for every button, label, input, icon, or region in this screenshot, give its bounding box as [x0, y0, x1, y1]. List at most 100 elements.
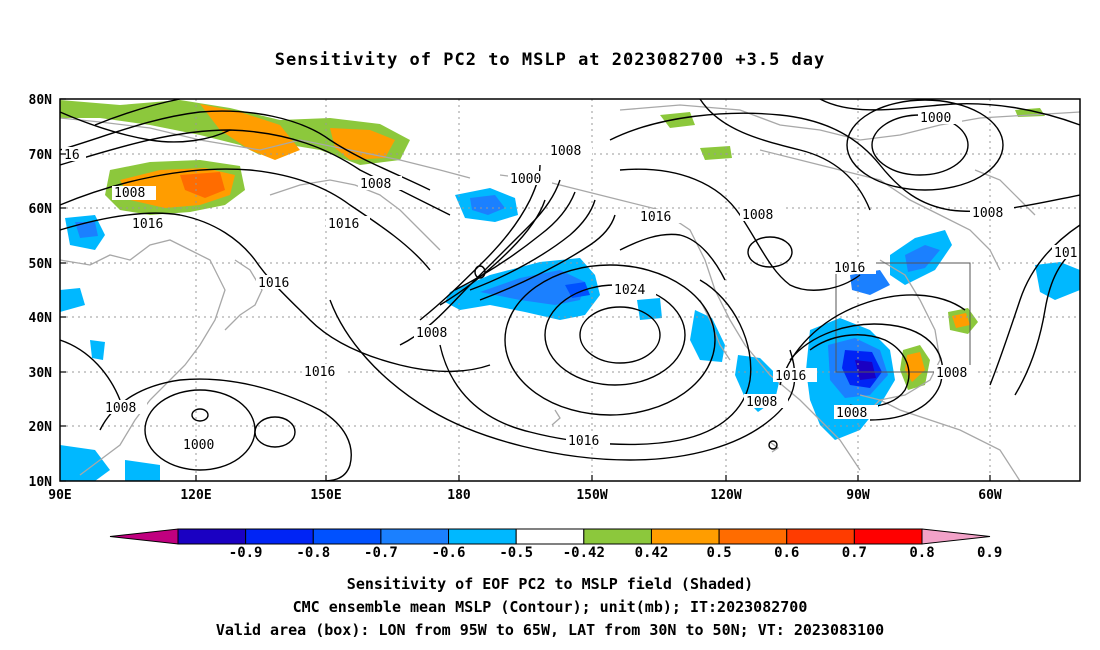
colorbar-label: 0.9	[977, 545, 1002, 561]
lat-label: 80N	[29, 93, 53, 108]
lon-label: 150W	[576, 488, 607, 503]
colorbar-swatch	[245, 528, 314, 545]
lon-label: 60W	[978, 488, 1002, 503]
lon-label: 150E	[310, 488, 341, 503]
contour-label: 101	[1054, 246, 1077, 261]
negative-region	[637, 298, 662, 320]
colorbar-swatch	[853, 528, 923, 545]
positive-region	[905, 352, 925, 382]
colorbar-label: 0.6	[774, 545, 799, 561]
axis-ticks	[60, 98, 991, 482]
map-frame	[59, 98, 1081, 482]
colorbar	[109, 528, 991, 545]
lat-label: 10N	[29, 475, 53, 490]
colorbar-label: 0.5	[706, 545, 731, 561]
colorbar-label: -0.6	[432, 545, 466, 561]
contour-label: 1008	[972, 206, 1003, 221]
colorbar-label: -0.9	[229, 545, 263, 561]
contour-label: 1000	[920, 111, 951, 126]
contour-label: 1008	[114, 186, 145, 201]
lon-label: 120E	[180, 488, 211, 503]
lon-label: 90W	[846, 488, 870, 503]
lon-label: 90E	[48, 488, 71, 503]
caption-valid-area: Valid area (box): LON from 95W to 65W, L…	[215, 621, 885, 639]
colorbar-label: 0.42	[635, 545, 669, 561]
lat-label: 40N	[29, 311, 53, 326]
positive-region	[660, 112, 695, 128]
lat-label: 50N	[29, 257, 53, 272]
colorbar-swatch	[583, 528, 652, 545]
colorbar-label: 0.7	[842, 545, 867, 561]
lat-label: 30N	[29, 366, 53, 381]
lon-label: 180	[447, 488, 471, 503]
contour-label: 16	[64, 148, 80, 163]
negative-region	[850, 270, 890, 295]
negative-region	[480, 270, 585, 305]
negative-region	[60, 288, 85, 312]
contour-label: 1008	[550, 144, 581, 159]
lat-label: 60N	[29, 202, 53, 217]
colorbar-max-arrow	[921, 528, 991, 545]
colorbar-swatch	[380, 528, 450, 545]
colorbar-swatch	[177, 528, 247, 545]
colorbar-label: -0.42	[563, 545, 605, 561]
caption-contour: CMC ensemble mean MSLP (Contour); unit(m…	[292, 598, 808, 616]
longitude-labels: 90E 120E 150E 180 150W 120W 90W 60W	[48, 488, 1002, 503]
positive-region	[952, 313, 970, 328]
negative-region	[690, 310, 725, 362]
chart-title: Sensitivity of PC2 to MSLP at 2023082700…	[274, 50, 826, 70]
negative-region	[75, 222, 98, 238]
positive-region	[700, 146, 732, 160]
colorbar-swatch	[718, 528, 788, 545]
negative-region	[1035, 262, 1080, 300]
colorbar-swatch	[515, 528, 585, 545]
negative-region	[470, 195, 505, 215]
contour-label: 1008	[360, 177, 391, 192]
colorbar-swatch	[448, 528, 517, 545]
contour-label: 1016	[775, 369, 806, 384]
contour-label: 1008	[105, 401, 136, 416]
lon-label: 120W	[710, 488, 741, 503]
colorbar-label: -0.7	[364, 545, 398, 561]
contour-label: 1008	[742, 208, 773, 223]
contour-label: 1000	[510, 172, 541, 187]
contour-label: 1016	[304, 365, 335, 380]
contour-label: 1024	[614, 283, 645, 298]
colorbar-label: -0.5	[499, 545, 533, 561]
contour-label: 1016	[640, 210, 671, 225]
colorbar-min-arrow	[109, 528, 179, 545]
contour-label: 1016	[568, 434, 599, 449]
contour-label: 1000	[183, 438, 214, 453]
negative-region	[90, 340, 105, 360]
negative-region	[125, 460, 160, 481]
latitude-labels: 80N 70N 60N 50N 40N 30N 20N 10N	[29, 93, 53, 490]
lat-label: 70N	[29, 148, 53, 163]
negative-region	[60, 445, 110, 481]
caption-shading: Sensitivity of EOF PC2 to MSLP field (Sh…	[346, 575, 754, 593]
positive-region	[330, 128, 395, 160]
colorbar-labels: -0.9 -0.8 -0.7 -0.6 -0.5 -0.42 0.42 0.5 0.6 0.7 0.…	[229, 545, 1003, 561]
negative-region	[855, 360, 876, 380]
colorbar-swatch	[312, 528, 382, 545]
contour-label: 1016	[328, 217, 359, 232]
contour-label: 1008	[746, 395, 777, 410]
contour-label: 1016	[258, 276, 289, 291]
contour-labels: 16 1008 1016 1016 1016 1008 1008 1000 10…	[64, 111, 1078, 453]
valid-area-box	[835, 262, 971, 373]
contour-label: 1016	[834, 261, 865, 276]
negative-region	[905, 245, 940, 272]
colorbar-swatch	[650, 528, 720, 545]
coastlines	[60, 104, 1080, 481]
contour-label: 1008	[416, 326, 447, 341]
contour-label: 1016	[132, 217, 163, 232]
mslp-contours	[60, 99, 1080, 481]
colorbar-swatch	[786, 528, 855, 545]
lat-label: 20N	[29, 420, 53, 435]
colorbar-label: -0.8	[296, 545, 330, 561]
contour-label: 1008	[836, 406, 867, 421]
negative-region	[565, 282, 590, 298]
contour-label: 1008	[936, 366, 967, 381]
positive-region	[180, 172, 225, 198]
colorbar-label: 0.8	[909, 545, 934, 561]
